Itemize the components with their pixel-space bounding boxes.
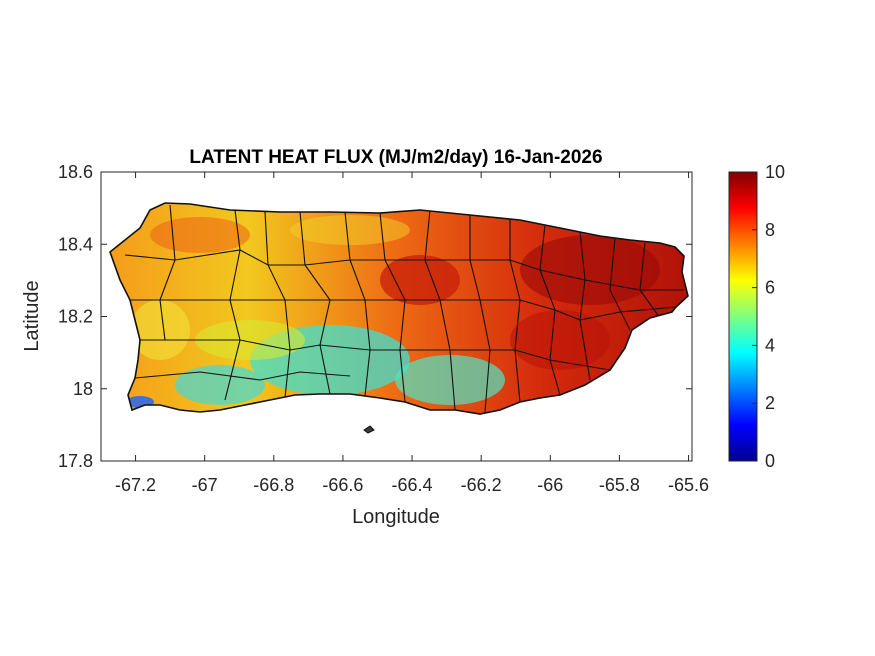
y-axis: 18.6 18.4 18.2 18 17.8 (58, 162, 692, 471)
x-tick-label: -65.8 (599, 475, 640, 495)
y-axis-label: Latitude (21, 280, 43, 351)
y-tick-label: 18 (73, 379, 93, 399)
colorbar-tick-label: 8 (765, 220, 775, 240)
small-island (363, 425, 375, 434)
x-tick-label: -66 (537, 475, 563, 495)
x-axis: -67.2 -67 -66.8 -66.6 -66.4 -66.2 -66 -65.8 -65.… (115, 172, 709, 495)
map-title: LATENT HEAT FLUX (MJ/m2/day) 16-Jan-2026 (189, 147, 602, 168)
y-tick-label: 17.8 (58, 451, 93, 471)
x-tick-label: -66.4 (392, 475, 433, 495)
colorbar-tick-label: 0 (765, 451, 775, 471)
colorbar-tick-label: 10 (765, 162, 785, 182)
island-coastline (109, 202, 689, 415)
island-heat-field (110, 203, 688, 414)
municipality-boundaries (124, 204, 684, 413)
colorbar-tick-label: 6 (765, 278, 775, 298)
y-tick-label: 18.2 (58, 307, 93, 327)
x-tick-label: -66.6 (322, 475, 363, 495)
x-tick-label: -66.8 (253, 475, 294, 495)
x-tick-label: -67.2 (115, 475, 156, 495)
colorbar-ticks: 10 8 6 4 2 0 (752, 162, 785, 471)
x-tick-label: -67 (192, 475, 218, 495)
colorbar-tick-label: 4 (765, 335, 775, 355)
colorbar-tick-label: 2 (765, 393, 775, 413)
colorbar (728, 171, 758, 462)
x-tick-label: -65.6 (668, 475, 709, 495)
y-tick-label: 18.6 (58, 162, 93, 182)
y-tick-label: 18.4 (58, 234, 93, 254)
x-axis-label: Longitude (352, 506, 440, 528)
x-tick-label: -66.2 (461, 475, 502, 495)
